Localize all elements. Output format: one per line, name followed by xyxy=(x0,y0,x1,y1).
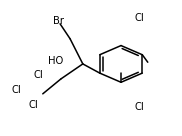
Text: HO: HO xyxy=(48,55,64,66)
Text: Cl: Cl xyxy=(134,102,144,112)
Text: Br: Br xyxy=(53,16,64,26)
Text: Cl: Cl xyxy=(11,85,21,95)
Text: Cl: Cl xyxy=(29,100,39,110)
Text: Cl: Cl xyxy=(134,13,144,23)
Text: Cl: Cl xyxy=(33,69,43,80)
